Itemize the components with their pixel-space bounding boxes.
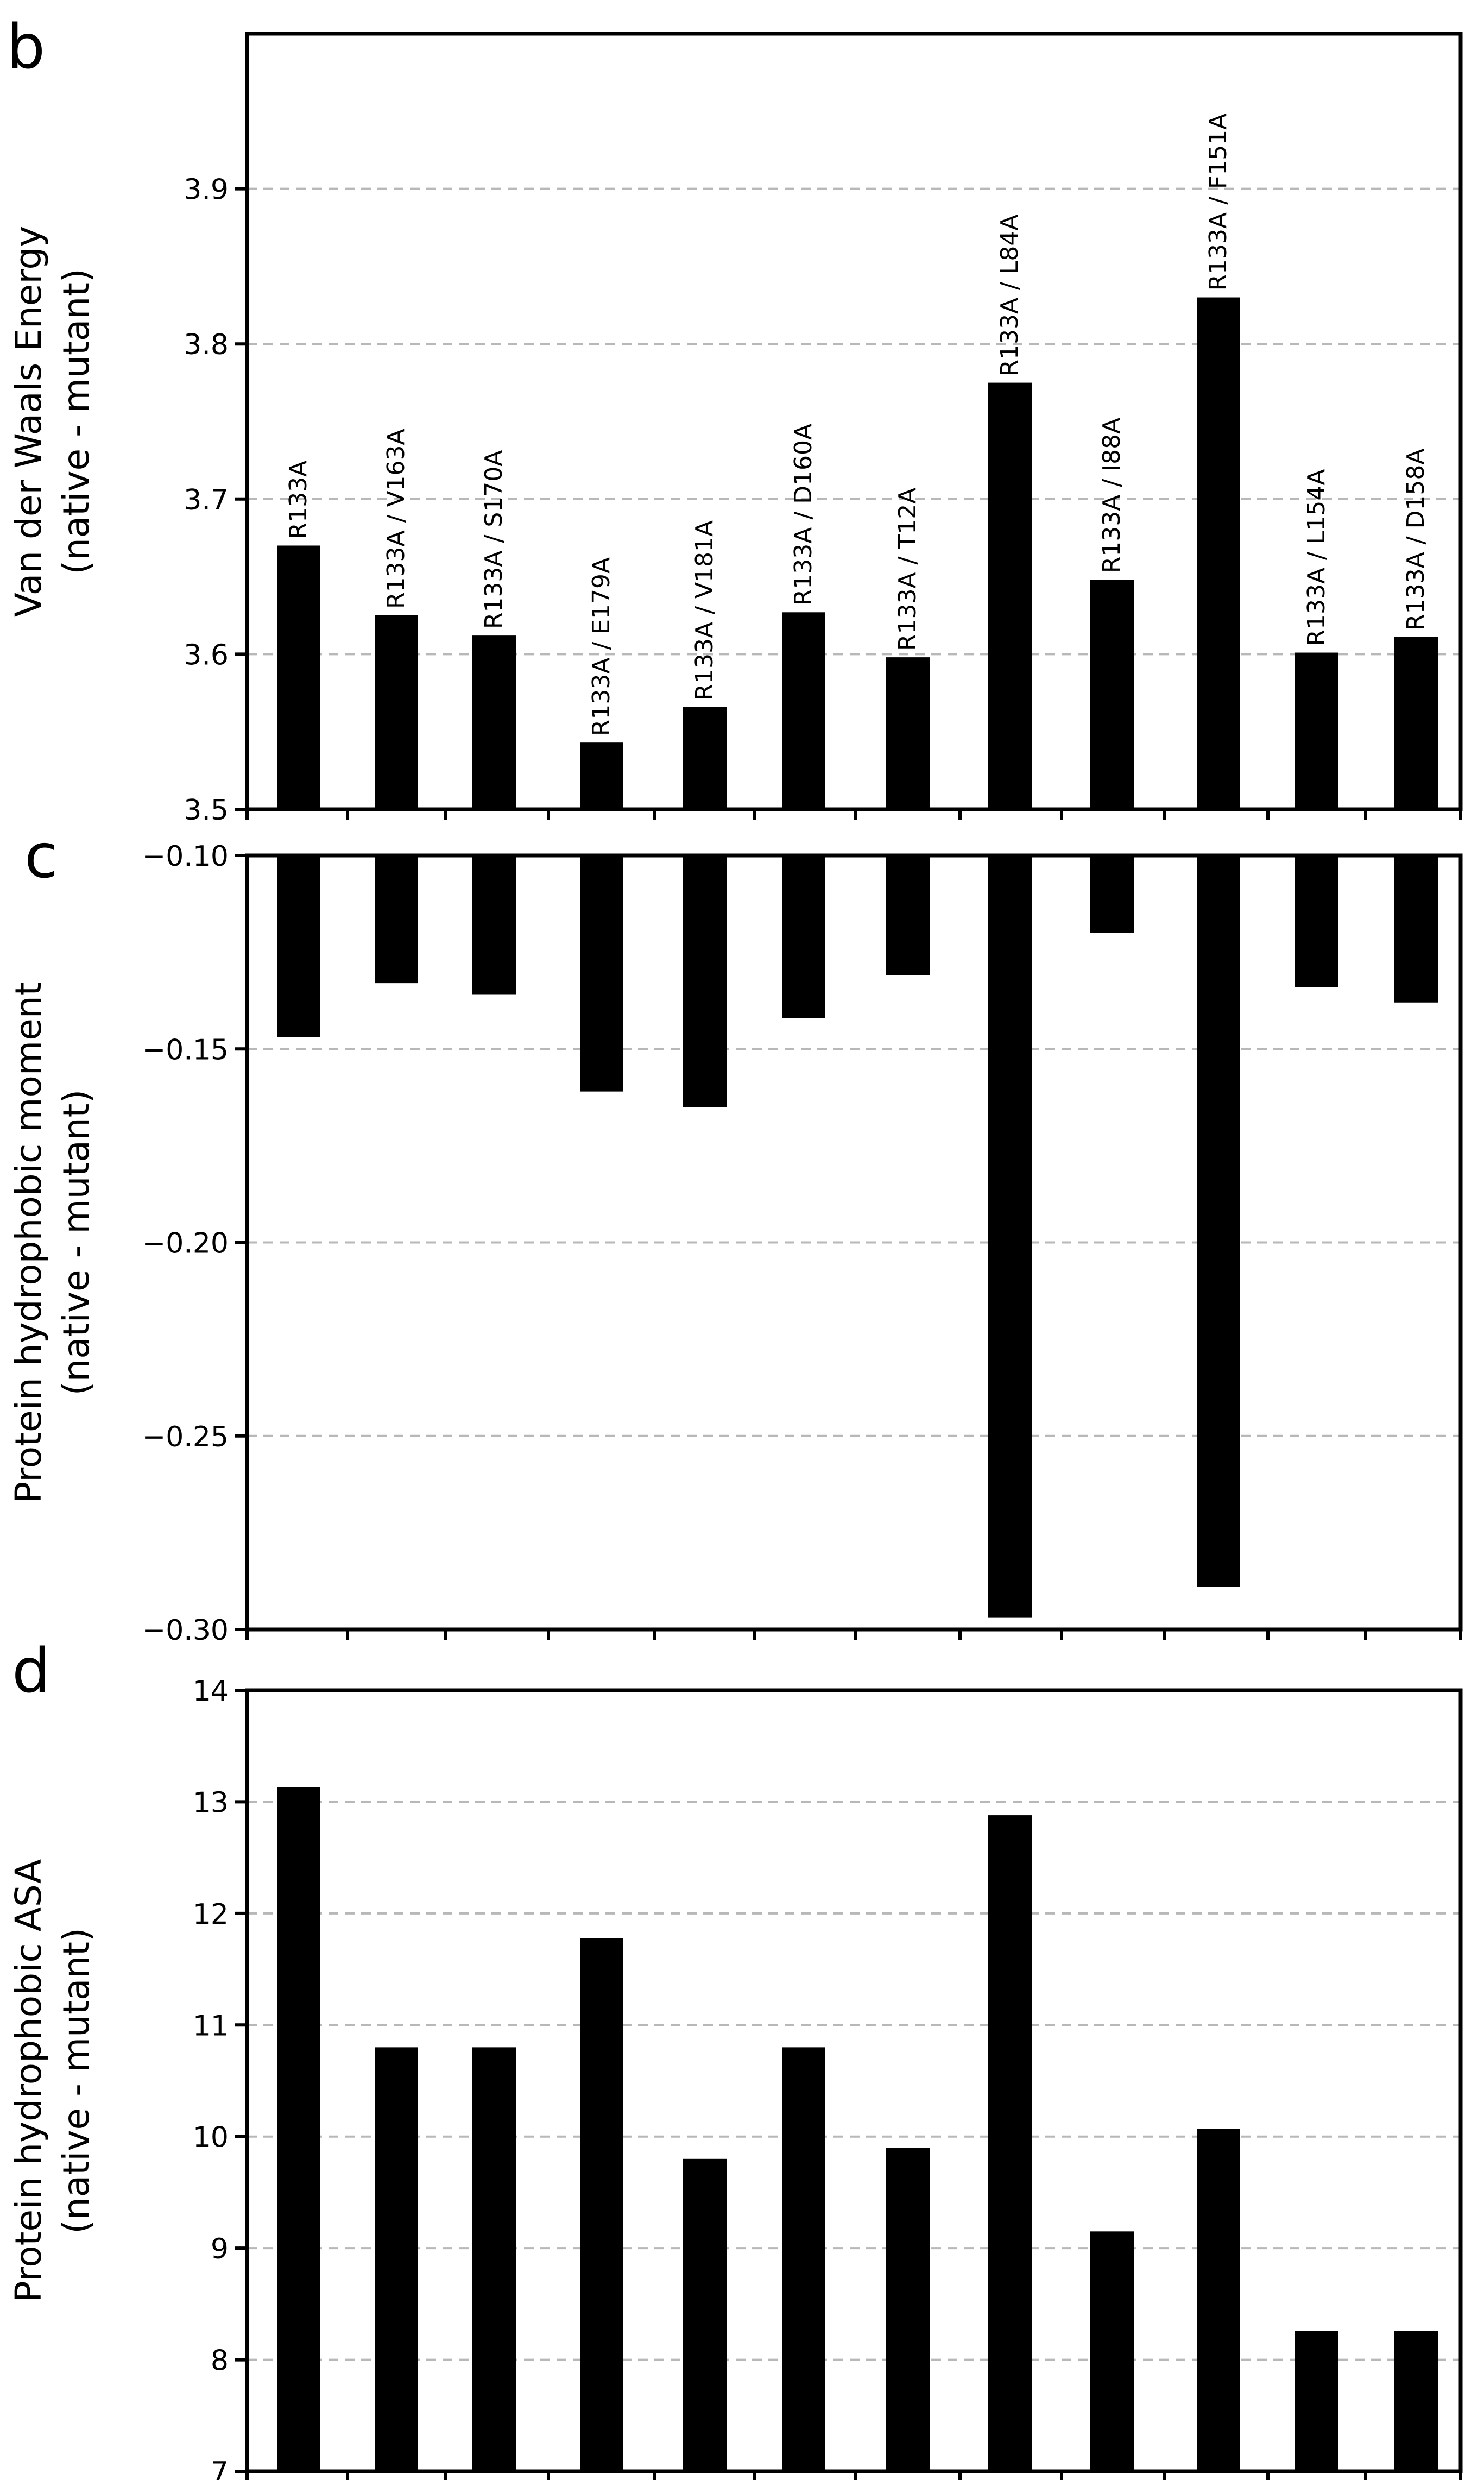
bar — [472, 2047, 516, 2471]
y-tick-label: 3.5 — [184, 794, 229, 827]
y-tick-label: −0.30 — [142, 1614, 229, 1647]
bar — [375, 2047, 418, 2471]
y-tick-label: 3.6 — [184, 639, 229, 671]
bar-category-label: R133A / V163A — [382, 429, 410, 609]
panel-b-van-der-waals-chart: b R133A R133A / V163A R133A / S170A R133A /… — [7, 12, 1463, 827]
bar — [277, 855, 320, 1037]
y-tick-label: 13 — [193, 1786, 229, 1819]
y-axis-title: Van der Waals Energy — [8, 226, 49, 618]
bar-category-label: R133A / E179A — [588, 557, 615, 736]
panel-d-hydrophobic-asa-chart: d 7 8 9 10 11 12 13 14 Protein hydrophobic ASA (n… — [8, 1636, 1463, 2480]
y-tick-label: 3.8 — [184, 329, 229, 361]
bar — [1197, 297, 1240, 809]
y-tick-label: 12 — [193, 1898, 229, 1931]
bar — [1295, 652, 1338, 809]
bar — [580, 1938, 623, 2471]
y-axis-subtitle: (native - mutant) — [55, 1090, 97, 1396]
bar — [1090, 2231, 1134, 2471]
bar — [1090, 580, 1134, 809]
bar-category-label: R133A / F151A — [1204, 114, 1232, 291]
bar — [1394, 637, 1438, 809]
plot-frame — [245, 1688, 1463, 2473]
bar — [580, 742, 623, 809]
bar-category-label: R133A / I88A — [1098, 418, 1126, 574]
bar-category-label: R133A / L154A — [1303, 469, 1330, 646]
y-tick-label: −0.25 — [142, 1421, 229, 1453]
bar — [277, 545, 320, 809]
bar — [988, 855, 1032, 1618]
y-tick-label: 8 — [211, 2345, 229, 2377]
plot-frame — [245, 32, 1463, 811]
bar — [1295, 855, 1338, 987]
bar — [782, 855, 825, 1018]
bar — [1090, 855, 1134, 933]
panel-letter-d: d — [12, 1636, 50, 1707]
bar-category-label: R133A / T12A — [894, 488, 921, 651]
y-tick-label: 9 — [211, 2233, 229, 2265]
bar — [886, 657, 930, 809]
y-axis-subtitle: (native - mutant) — [55, 1928, 97, 2234]
y-tick-label: 11 — [193, 2010, 229, 2042]
bar — [1295, 2331, 1338, 2471]
bar — [277, 1787, 320, 2471]
bar — [886, 2148, 930, 2471]
panel-c-hydrophobic-moment-chart: c −0.10 −0.15 −0.20 −0.25 −0.30 Protein hydro… — [8, 821, 1463, 1647]
bar-category-label: R133A / D158A — [1402, 449, 1430, 631]
bar-category-label: R133A / S170A — [480, 450, 508, 629]
bar — [782, 612, 825, 809]
bar — [472, 635, 516, 809]
y-tick-label: −0.15 — [142, 1034, 229, 1066]
bar — [683, 855, 727, 1107]
bar — [886, 855, 930, 975]
y-tick-label: 7 — [211, 2456, 229, 2480]
y-tick-label: 3.9 — [184, 174, 229, 206]
bar — [580, 855, 623, 1092]
y-axis-title: Protein hydrophobic moment — [8, 981, 49, 1503]
bar — [1197, 2129, 1240, 2471]
bar — [375, 855, 418, 984]
bar — [683, 707, 727, 809]
bar — [782, 2047, 825, 2471]
bar — [1394, 855, 1438, 1003]
bar — [683, 2158, 727, 2471]
y-tick-label: 3.7 — [184, 484, 229, 517]
bar — [1197, 855, 1240, 1587]
bar — [988, 382, 1032, 809]
bar — [375, 615, 418, 809]
y-tick-label: −0.20 — [142, 1228, 229, 1260]
panel-letter-b: b — [7, 12, 45, 83]
bar — [472, 855, 516, 995]
y-axis-subtitle: (native - mutant) — [55, 268, 97, 575]
y-tick-label: −0.10 — [142, 840, 229, 873]
bar — [988, 1815, 1032, 2471]
bar — [1394, 2331, 1438, 2471]
bar-category-label: R133A / L84A — [996, 215, 1024, 376]
bar-category-label: R133A / D160A — [790, 424, 817, 606]
y-tick-label: 14 — [193, 1675, 229, 1708]
y-tick-label: 10 — [193, 2122, 229, 2154]
bar-category-label: R133A / V181A — [691, 520, 718, 701]
bar-category-label: R133A — [285, 461, 312, 539]
panel-letter-c: c — [24, 821, 58, 892]
y-axis-title: Protein hydrophobic ASA — [8, 1859, 49, 2302]
